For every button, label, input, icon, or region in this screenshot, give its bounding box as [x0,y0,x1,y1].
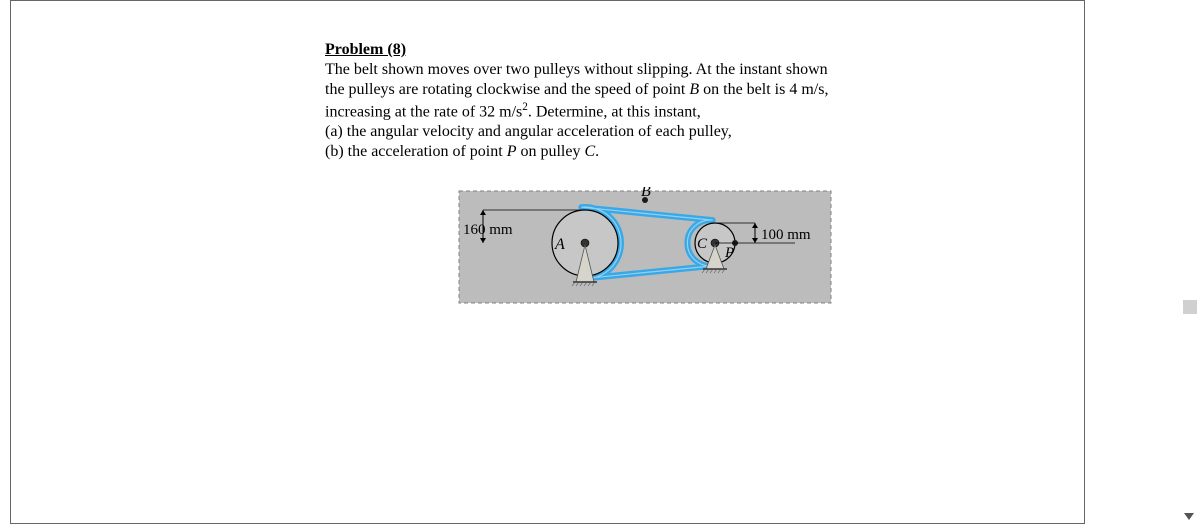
scrollbar-down-arrow-icon[interactable] [1184,513,1194,520]
problem-line2a: the pulleys are rotating clockwise and t… [325,81,689,98]
problem-line3a: increasing at the rate of 32 m/s [325,103,522,120]
problem-title: Problem (8) [325,41,406,58]
problem-line5b: on pulley [516,143,584,160]
problem-line1: The belt shown moves over two pulleys wi… [325,61,828,78]
pulley-figure: 160 mm 100 mm A B CP [455,187,835,307]
problem-text-block: Problem (8) The belt shown moves over tw… [325,40,885,162]
svg-text:160 mm: 160 mm [463,222,513,238]
symbol-C: C [584,143,595,160]
svg-text:C: C [697,236,708,252]
pulley-svg: 160 mm 100 mm A B CP [455,187,835,307]
svg-text:100 mm: 100 mm [761,227,811,243]
scrollbar-thumb[interactable] [1183,300,1197,314]
problem-line3b: . Determine, at this instant, [528,103,701,120]
problem-line5c: . [595,143,599,160]
problem-line2b: on the belt is 4 m/s, [699,81,828,98]
svg-text:B: B [641,187,651,200]
problem-line4: (a) the angular velocity and angular acc… [325,123,732,140]
symbol-B: B [689,81,699,98]
problem-line5a: (b) the acceleration of point [325,143,507,160]
svg-text:P: P [724,245,734,261]
svg-text:A: A [554,236,565,253]
